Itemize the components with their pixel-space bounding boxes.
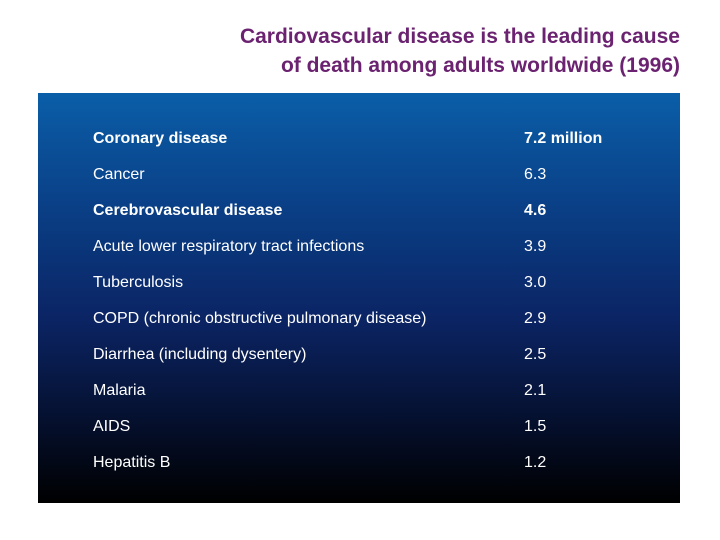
table-row: Coronary disease 7.2 million (38, 121, 680, 157)
cause-name: Coronary disease (93, 130, 228, 147)
death-count: 3.9 (524, 238, 547, 255)
death-count: 2.9 (524, 310, 547, 327)
title-line-2: of death among adults worldwide (1996) (280, 54, 680, 77)
title-line-1: Cardiovascular disease is the leading ca… (239, 25, 680, 48)
cause-name: AIDS (93, 418, 131, 435)
death-count: 1.2 (524, 454, 547, 471)
cause-name: Cancer (93, 166, 145, 183)
cause-name: Cerebrovascular disease (93, 202, 283, 219)
table-row: Hepatitis B 1.2 (38, 445, 680, 481)
cause-name: COPD (chronic obstructive pulmonary dise… (93, 310, 427, 327)
table-row: COPD (chronic obstructive pulmonary dise… (38, 301, 680, 337)
cause-name: Hepatitis B (93, 454, 171, 471)
cause-name: Malaria (93, 382, 146, 399)
table-row: Cerebrovascular disease 4.6 (38, 193, 680, 229)
death-count: 2.5 (524, 346, 547, 363)
table-row: Malaria 2.1 (38, 373, 680, 409)
death-count: 1.5 (524, 418, 547, 435)
death-count: 3.0 (524, 274, 547, 291)
table-row: AIDS 1.5 (38, 409, 680, 445)
cause-name: Diarrhea (including dysentery) (93, 346, 307, 363)
death-count: 7.2 million (524, 130, 603, 147)
table-row: Cancer 6.3 (38, 157, 680, 193)
death-count: 2.1 (524, 382, 547, 399)
causes-of-death-table: Coronary disease 7.2 million Cancer 6.3 … (38, 93, 680, 503)
cause-name: Tuberculosis (93, 274, 184, 291)
table-row: Tuberculosis 3.0 (38, 265, 680, 301)
death-count: 4.6 (524, 202, 547, 219)
cause-name: Acute lower respiratory tract infections (93, 238, 365, 255)
death-count: 6.3 (524, 166, 547, 183)
table-row: Acute lower respiratory tract infections… (38, 229, 680, 265)
slide-title: Cardiovascular disease is the leading ca… (40, 22, 680, 80)
table-row: Diarrhea (including dysentery) 2.5 (38, 337, 680, 373)
